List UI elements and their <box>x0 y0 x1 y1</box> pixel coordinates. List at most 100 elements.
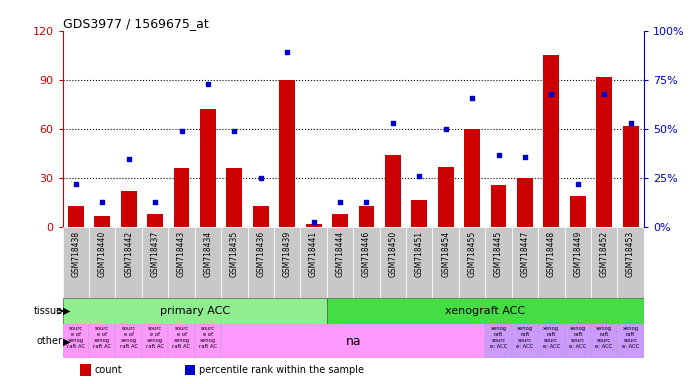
Point <box>361 199 372 205</box>
Bar <box>564 227 591 298</box>
Bar <box>63 227 89 298</box>
Text: sourc
e of
xenog
raft AC: sourc e of xenog raft AC <box>199 326 217 349</box>
Bar <box>184 365 195 375</box>
Point <box>176 128 187 134</box>
Text: other: other <box>37 336 63 346</box>
Bar <box>327 227 354 298</box>
Bar <box>95 216 110 227</box>
Text: GSM718435: GSM718435 <box>230 231 239 277</box>
Text: GSM718436: GSM718436 <box>256 231 265 277</box>
Text: xenog
raft
sourc
e: ACC: xenog raft sourc e: ACC <box>596 326 613 349</box>
Point <box>625 120 636 126</box>
Bar <box>538 324 564 358</box>
Text: GSM718444: GSM718444 <box>335 231 345 277</box>
Text: GSM718438: GSM718438 <box>72 231 80 277</box>
Bar <box>570 196 586 227</box>
Bar <box>332 214 348 227</box>
Point <box>546 91 557 97</box>
Text: GSM718451: GSM718451 <box>415 231 424 277</box>
Text: xenog
raft
sourc
e: ACC: xenog raft sourc e: ACC <box>622 326 640 349</box>
Bar <box>438 167 454 227</box>
Point <box>493 152 504 158</box>
Bar <box>411 200 427 227</box>
Bar <box>274 227 301 298</box>
Point <box>440 126 451 132</box>
Text: GSM718450: GSM718450 <box>388 231 397 277</box>
Text: GSM718434: GSM718434 <box>203 231 212 277</box>
Text: count: count <box>95 365 122 375</box>
Bar <box>406 227 432 298</box>
Text: xenograft ACC: xenograft ACC <box>445 306 525 316</box>
Text: GSM718439: GSM718439 <box>283 231 292 277</box>
Point <box>282 49 293 55</box>
Bar <box>564 324 591 358</box>
Point <box>519 154 530 160</box>
Bar <box>200 109 216 227</box>
Text: GSM718449: GSM718449 <box>574 231 583 277</box>
Text: ▶: ▶ <box>63 336 71 346</box>
Point <box>335 199 346 205</box>
Bar <box>195 324 221 358</box>
Point <box>413 173 425 179</box>
Text: GSM718454: GSM718454 <box>441 231 450 277</box>
Bar <box>385 156 401 227</box>
Bar <box>116 324 142 358</box>
Bar <box>121 191 136 227</box>
Text: sourc
e of
xenog
raft AC: sourc e of xenog raft AC <box>93 326 111 349</box>
Point <box>572 181 583 187</box>
Bar <box>591 324 617 358</box>
Bar <box>168 324 195 358</box>
Text: GSM718437: GSM718437 <box>150 231 159 277</box>
Point <box>97 199 108 205</box>
Text: sourc
e of
xenog
raft AC: sourc e of xenog raft AC <box>120 326 138 349</box>
Bar <box>63 298 327 324</box>
Point <box>308 218 319 225</box>
Bar <box>142 324 168 358</box>
Bar <box>464 129 480 227</box>
Text: GSM718445: GSM718445 <box>494 231 503 277</box>
Bar <box>221 227 248 298</box>
Bar <box>354 227 379 298</box>
Bar <box>591 227 617 298</box>
Bar <box>432 227 459 298</box>
Text: GSM718452: GSM718452 <box>600 231 609 277</box>
Bar <box>253 206 269 227</box>
Bar <box>512 227 538 298</box>
Point <box>387 120 398 126</box>
Bar <box>301 227 327 298</box>
Bar <box>226 169 242 227</box>
Bar <box>512 324 538 358</box>
Text: xenog
raft
sourc
e: ACC: xenog raft sourc e: ACC <box>516 326 534 349</box>
Bar <box>491 185 507 227</box>
Text: GDS3977 / 1569675_at: GDS3977 / 1569675_at <box>63 17 208 30</box>
Text: GSM718442: GSM718442 <box>124 231 133 277</box>
Point <box>599 91 610 97</box>
Bar <box>68 206 84 227</box>
Bar <box>617 324 644 358</box>
Bar <box>544 55 560 227</box>
Text: ▶: ▶ <box>63 306 71 316</box>
Bar <box>459 227 485 298</box>
Bar <box>485 227 512 298</box>
Bar <box>248 227 274 298</box>
Bar <box>379 227 406 298</box>
Text: percentile rank within the sample: percentile rank within the sample <box>199 365 364 375</box>
Bar <box>617 227 644 298</box>
Bar <box>63 324 89 358</box>
Text: GSM718453: GSM718453 <box>626 231 635 277</box>
Text: GSM718443: GSM718443 <box>177 231 186 277</box>
Text: na: na <box>345 335 361 348</box>
Text: xenog
raft
sourc
e: ACC: xenog raft sourc e: ACC <box>490 326 507 349</box>
Bar <box>80 364 90 376</box>
Point <box>255 175 267 181</box>
Bar <box>623 126 638 227</box>
Bar <box>327 298 644 324</box>
Text: primary ACC: primary ACC <box>159 306 230 316</box>
Point <box>466 94 477 101</box>
Bar <box>173 169 189 227</box>
Text: GSM718447: GSM718447 <box>521 231 530 277</box>
Bar <box>596 77 612 227</box>
Text: GSM718440: GSM718440 <box>97 231 106 277</box>
Text: tissue: tissue <box>33 306 63 316</box>
Text: GSM718446: GSM718446 <box>362 231 371 277</box>
